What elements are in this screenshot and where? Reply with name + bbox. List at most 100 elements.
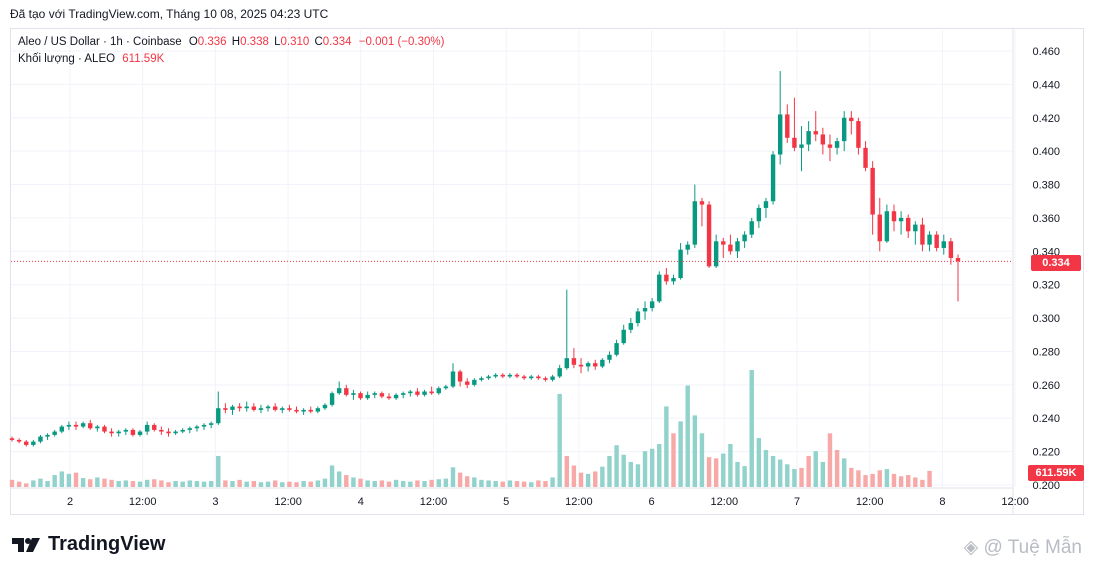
volume-bar — [244, 481, 249, 487]
volume-bar — [920, 479, 925, 487]
volume-bar — [194, 481, 200, 487]
candle-body — [600, 359, 605, 367]
volume-bar — [372, 481, 377, 487]
candle-body — [280, 408, 285, 410]
y-axis: 0.460 0.440 0.420 0.400 0.380 0.360 0.340 0.320… — [1012, 29, 1060, 514]
volume-bar — [593, 471, 598, 487]
candle-body — [635, 311, 641, 324]
candle-body — [123, 429, 129, 432]
y-tick-label: 0.320 — [1032, 280, 1060, 292]
volume-bar — [166, 482, 171, 487]
volume-bar — [841, 458, 847, 487]
y-tick-label: 0.240 — [1032, 413, 1060, 425]
candle-body — [721, 241, 726, 245]
candle-body — [144, 424, 150, 432]
candle-body — [500, 374, 505, 377]
volume-bar — [24, 483, 29, 487]
candle-body — [756, 207, 762, 222]
candle-body — [692, 201, 698, 245]
x-tick-label: 12:00 — [856, 496, 884, 508]
volume-bar — [201, 481, 207, 487]
volume-bar — [500, 481, 505, 487]
candle-body — [194, 426, 200, 429]
candle-body — [166, 431, 171, 434]
volume-bar — [749, 370, 754, 487]
candle-body — [329, 393, 335, 405]
candles — [9, 71, 961, 447]
candle-body — [849, 117, 854, 122]
candle-body — [664, 274, 669, 282]
candle-body — [379, 393, 385, 397]
x-tick-label: 12:00 — [420, 496, 448, 508]
volume-bar — [514, 481, 520, 487]
volume-bar — [358, 478, 363, 487]
candle-body — [564, 358, 570, 369]
volume-bar — [763, 449, 769, 487]
candle-body — [24, 441, 29, 445]
candle-body — [685, 244, 690, 250]
candle-body — [521, 376, 527, 379]
volume-bar — [180, 481, 185, 487]
candle-body — [400, 393, 406, 395]
candle-body — [38, 436, 43, 442]
volume-bar — [365, 480, 370, 487]
x-tick-label: 3 — [212, 496, 218, 508]
volume-bar — [649, 448, 655, 487]
candle-body — [73, 424, 79, 427]
tradingview-logo[interactable]: TradingView — [12, 533, 165, 556]
candle-body — [841, 117, 847, 142]
candle-body — [52, 431, 57, 435]
candle-body — [358, 393, 363, 399]
x-tick-label: 2 — [67, 496, 73, 508]
volume-label[interactable]: Khối lượng · ALEO — [18, 53, 116, 65]
volume-bar — [927, 470, 932, 487]
symbol-label[interactable]: Aleo / US Dollar · 1h · Coinbase — [18, 36, 182, 48]
candle-body — [920, 224, 925, 245]
candle-body — [571, 358, 577, 365]
volume-bar — [457, 472, 463, 487]
low-label: L — [274, 36, 281, 48]
candle-body — [713, 241, 719, 267]
volume-bar — [38, 478, 43, 487]
candle-body — [173, 431, 178, 434]
candle-body — [593, 363, 598, 367]
chart-frame[interactable] — [10, 28, 1084, 515]
volume-bar — [159, 480, 164, 487]
candle-body — [45, 434, 50, 437]
volume-bar — [571, 465, 577, 487]
volume-bar — [856, 470, 861, 487]
volume-bar — [223, 480, 228, 487]
watermark-text: @ Tuệ Mẫn — [983, 537, 1083, 558]
candle-body — [799, 144, 804, 148]
candle-body — [472, 379, 477, 385]
x-axis: 2 12:00 3 12:00 4 12:00 5 12:00 6 12:00 7 12:00 8 12:… — [11, 487, 1029, 508]
volume-bar — [756, 438, 762, 487]
volume-bar — [884, 469, 890, 487]
candle-body — [785, 114, 790, 138]
volume-bar — [59, 471, 64, 487]
volume-bar — [891, 473, 897, 487]
volume-bar — [31, 480, 36, 487]
candle-body — [941, 241, 946, 248]
volume-bar — [678, 421, 683, 487]
candle-body — [927, 234, 932, 245]
candle-body — [770, 154, 776, 202]
x-tick-label: 7 — [794, 496, 800, 508]
candle-body — [336, 388, 342, 394]
volume-bar — [493, 481, 498, 487]
candle-body — [863, 147, 868, 168]
volume-bar — [806, 455, 811, 487]
volume-bar — [785, 464, 790, 487]
volume-bar — [849, 467, 854, 487]
candle-body — [130, 429, 136, 435]
volume-bar — [507, 480, 513, 487]
y-tick-label: 0.360 — [1032, 213, 1060, 225]
candle-body — [657, 274, 662, 302]
candle-body — [486, 376, 491, 379]
low-value: 0.310 — [280, 36, 310, 48]
candle-body — [244, 406, 249, 409]
candle-body — [237, 406, 242, 409]
candle-body — [465, 381, 470, 385]
volume-bar — [657, 444, 662, 487]
